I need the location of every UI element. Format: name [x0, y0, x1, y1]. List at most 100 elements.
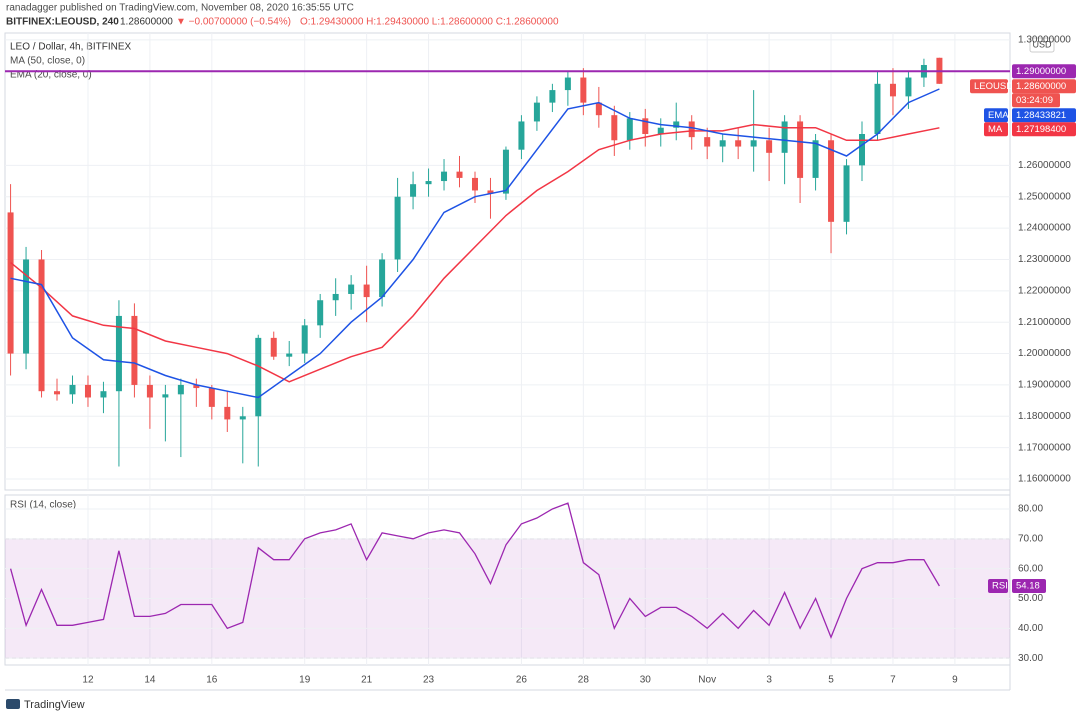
candle-body: [84, 384, 91, 398]
candle-body: [162, 394, 169, 398]
indicator-value-bg: [1012, 122, 1076, 137]
candle-body: [348, 284, 355, 294]
candle-body: [255, 337, 262, 417]
candle-body: [580, 77, 587, 103]
y-tick-label: 1.16000000: [1018, 474, 1071, 485]
y-tick-label: 1.24000000: [1018, 223, 1071, 234]
currency-box: [1029, 37, 1055, 53]
countdown-bg: [1012, 93, 1060, 108]
last-price: 1.28600000: [120, 17, 173, 28]
candle-body: [657, 127, 664, 134]
candle-body: [363, 284, 370, 298]
level-label-bg: [1012, 64, 1076, 79]
candle-body: [100, 391, 107, 398]
candle-body: [425, 181, 432, 185]
x-tick-label: 30: [640, 675, 652, 686]
candle-body: [704, 137, 711, 147]
candle-body: [38, 259, 45, 392]
candle-body: [441, 171, 448, 182]
candle-body: [332, 293, 339, 301]
candle-body: [611, 115, 618, 141]
x-tick-label: 16: [206, 675, 218, 686]
symbol: BITFINEX:LEOUSD, 240: [6, 17, 119, 28]
candle-body: [549, 90, 556, 103]
x-tick-label: 21: [361, 675, 373, 686]
candle-body: [471, 177, 478, 191]
candle-body: [564, 77, 571, 91]
rsi-tag-bg: [988, 579, 1008, 594]
y-tick-label: 1.18000000: [1018, 411, 1071, 422]
candle-body: [889, 83, 896, 97]
rsi-tag: RSI: [992, 581, 1008, 592]
x-tick-label: 3: [766, 675, 772, 686]
indicator-tag: MA: [988, 124, 1003, 135]
y-tick-label: 1.20000000: [1018, 348, 1071, 359]
y-tick-label: 1.21000000: [1018, 317, 1071, 328]
candle-body: [750, 140, 757, 147]
y-tick-label: 1.30000000: [1018, 35, 1071, 46]
candle-body: [410, 184, 417, 197]
countdown: 03:24:09: [1016, 95, 1053, 106]
candle-body: [688, 121, 695, 138]
candle-body: [719, 140, 726, 147]
indicator-tag: EMA: [988, 110, 1009, 121]
logo-icon: [6, 699, 20, 709]
footer-logo: TradingView: [6, 699, 85, 711]
y-tick-label: 60.00: [1018, 563, 1043, 574]
y-tick-label: 1.17000000: [1018, 442, 1071, 453]
indicator-value: 1.27198400: [1016, 124, 1066, 135]
rsi-value: 54.18: [1016, 581, 1040, 592]
price-change: ▼ −0.00700000 (−0.54%): [176, 17, 291, 28]
candle-body: [642, 118, 649, 134]
close-label-bg: [1012, 79, 1076, 94]
footer: TradingView: [24, 699, 85, 711]
indicator-line: [10, 123, 940, 383]
x-tick-label: 7: [890, 675, 896, 686]
candle-body: [766, 140, 773, 153]
x-tick-label: 12: [82, 675, 94, 686]
x-tick-label: 28: [578, 675, 590, 686]
candle-body: [224, 406, 231, 420]
y-tick-label: 1.26000000: [1018, 160, 1071, 171]
candle-body: [301, 325, 308, 354]
x-tick-label: 23: [423, 675, 435, 686]
indicator-value: 1.28433821: [1016, 110, 1066, 121]
x-tick-label: Nov: [698, 675, 716, 686]
candle-body: [533, 102, 540, 122]
y-tick-label: 40.00: [1018, 623, 1043, 634]
y-tick-label: 50.00: [1018, 593, 1043, 604]
candle-body: [239, 416, 246, 420]
close-label: 1.28600000: [1016, 81, 1066, 92]
candle-body: [270, 337, 277, 357]
candle-body: [115, 315, 122, 392]
candle-body: [208, 388, 215, 407]
candle-body: [797, 121, 804, 178]
y-tick-label: 30.00: [1018, 653, 1043, 664]
candle-body: [177, 384, 184, 395]
candle-body: [735, 140, 742, 147]
y-tick-label: 1.19000000: [1018, 380, 1071, 391]
candle-body: [7, 212, 14, 354]
x-tick-label: 5: [828, 675, 834, 686]
candle-body: [146, 384, 153, 398]
x-tick-label: 19: [299, 675, 311, 686]
ohlc: O:1.29430000 H:1.29430000 L:1.28600000 C…: [300, 17, 559, 28]
candle-body: [828, 140, 835, 222]
candle-body: [502, 149, 509, 194]
symbol-tag-bg: [970, 79, 1008, 94]
y-tick-label: 1.25000000: [1018, 191, 1071, 202]
candle-body: [874, 83, 881, 134]
candle-body: [859, 133, 866, 166]
candle-body: [317, 300, 324, 326]
y-tick-label: 1.23000000: [1018, 254, 1071, 265]
indicator-tag-bg: [984, 122, 1008, 137]
candle-body: [54, 391, 61, 395]
rsi-value-bg: [1012, 579, 1046, 594]
x-tick-label: 9: [952, 675, 958, 686]
candle-body: [781, 121, 788, 153]
publisher: ranadagger published on TradingView.com,…: [6, 3, 354, 14]
indicator-value-bg: [1012, 108, 1076, 123]
price-title: LEO / Dollar, 4h, BITFINEX: [10, 42, 131, 53]
indicator-line: [10, 88, 940, 399]
